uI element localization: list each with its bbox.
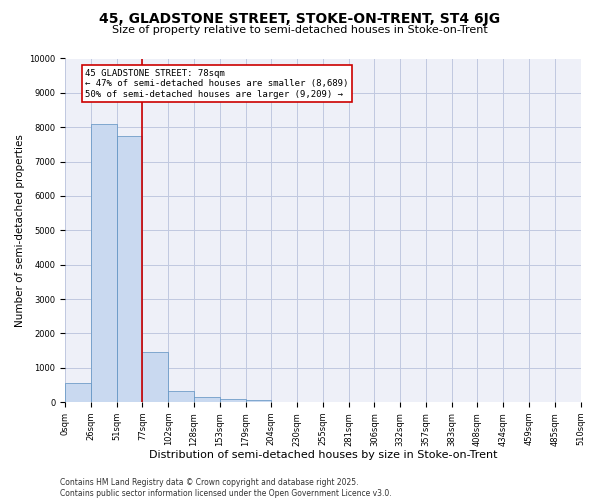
Bar — [142, 352, 168, 402]
Text: 45, GLADSTONE STREET, STOKE-ON-TRENT, ST4 6JG: 45, GLADSTONE STREET, STOKE-ON-TRENT, ST… — [100, 12, 500, 26]
Y-axis label: Number of semi-detached properties: Number of semi-detached properties — [15, 134, 25, 326]
Bar — [65, 383, 91, 402]
Bar — [220, 398, 245, 402]
Text: Size of property relative to semi-detached houses in Stoke-on-Trent: Size of property relative to semi-detach… — [112, 25, 488, 35]
Bar — [194, 397, 220, 402]
X-axis label: Distribution of semi-detached houses by size in Stoke-on-Trent: Distribution of semi-detached houses by … — [149, 450, 497, 460]
Bar — [245, 400, 271, 402]
Bar — [91, 124, 116, 402]
Bar — [116, 136, 142, 402]
Text: Contains HM Land Registry data © Crown copyright and database right 2025.
Contai: Contains HM Land Registry data © Crown c… — [60, 478, 392, 498]
Bar — [168, 391, 194, 402]
Text: 45 GLADSTONE STREET: 78sqm
← 47% of semi-detached houses are smaller (8,689)
50%: 45 GLADSTONE STREET: 78sqm ← 47% of semi… — [85, 69, 349, 98]
